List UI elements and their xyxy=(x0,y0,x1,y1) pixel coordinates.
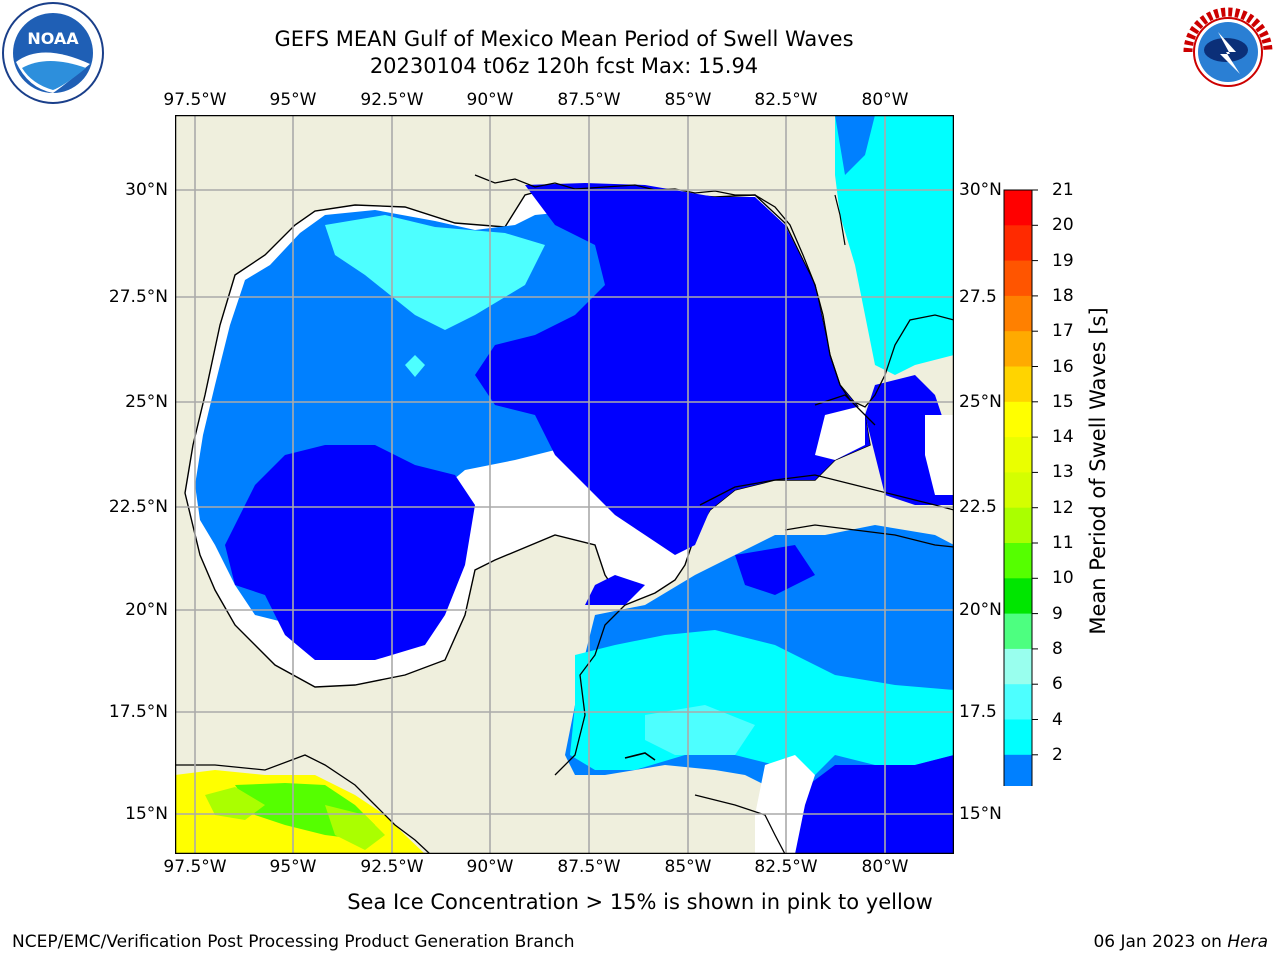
sea-ice-note: Sea Ice Concentration > 15% is shown in … xyxy=(347,890,933,914)
lat-tick: 25°N xyxy=(125,392,168,412)
lat-tick: 15°N xyxy=(125,804,168,824)
colorbar-segment xyxy=(1004,684,1032,720)
colorbar-segment xyxy=(1004,437,1032,473)
colorbar-tick-label: 11 xyxy=(1052,533,1074,553)
colorbar-segment xyxy=(1004,366,1032,403)
lat-tick: 22.5 xyxy=(959,497,997,517)
lon-tick: 95°W xyxy=(269,90,317,110)
colorbar-segment xyxy=(1004,543,1032,579)
lon-tick: 87.5°W xyxy=(557,90,621,110)
lon-tick: 80°W xyxy=(861,90,909,110)
colorbar-tick-label: 13 xyxy=(1052,462,1074,483)
lon-tick: 92.5°W xyxy=(360,857,424,877)
colorbar-tick-label: 9 xyxy=(1052,603,1063,624)
lon-tick: 87.5°W xyxy=(557,857,621,877)
noaa-logo-text: NOAA xyxy=(27,29,79,48)
lat-tick: 25°N xyxy=(959,392,1002,412)
colorbar-tick-label: 17 xyxy=(1052,321,1074,342)
colorbar-tick-label: 10 xyxy=(1052,568,1074,589)
colorbar-segment xyxy=(1004,578,1032,615)
chart-title: GEFS MEAN Gulf of Mexico Mean Period of … xyxy=(274,27,854,51)
lat-tick: 22.5°N xyxy=(108,497,168,517)
colorbar-tick-label: 14 xyxy=(1052,427,1074,448)
lon-tick: 90°W xyxy=(466,90,514,110)
nws-logo xyxy=(1180,4,1276,100)
colorbar-tick-label: 20 xyxy=(1052,215,1074,236)
grid-lines xyxy=(175,115,954,854)
colorbar-segment xyxy=(1004,401,1032,438)
colorbar-segment xyxy=(1004,613,1032,650)
footer-host: Hera xyxy=(1227,932,1268,952)
atlantic-cyan xyxy=(835,115,954,375)
caribbean-low-blue xyxy=(795,755,954,854)
lat-tick: 30°N xyxy=(959,180,1002,200)
lat-tick: 30°N xyxy=(125,180,168,200)
colorbar-tick-label: 16 xyxy=(1052,356,1074,377)
lon-tick: 95°W xyxy=(269,857,317,877)
lat-tick: 15°N xyxy=(959,804,1002,824)
lon-tick: 85°W xyxy=(664,857,712,877)
colorbar-segment xyxy=(1004,295,1032,332)
lon-tick: 90°W xyxy=(466,857,514,877)
lat-tick: 20°N xyxy=(125,600,168,620)
lat-tick: 20°N xyxy=(959,600,1002,620)
colorbar-tick-label: 18 xyxy=(1052,285,1074,306)
colorbar-segment xyxy=(1004,719,1032,756)
lon-tick: 97.5°W xyxy=(163,857,227,877)
map-panel xyxy=(175,115,954,854)
colorbar-tick-label: 8 xyxy=(1052,638,1063,659)
lon-tick: 82.5°W xyxy=(754,90,818,110)
gulf-low-blue xyxy=(475,183,870,555)
colorbar-outline xyxy=(1003,189,1033,786)
lat-tick: 17.5°N xyxy=(108,702,168,722)
colorbar-tick-label: 4 xyxy=(1052,709,1063,730)
lon-tick: 92.5°W xyxy=(360,90,424,110)
colorbar-tick-label: 6 xyxy=(1052,674,1063,695)
lat-tick: 17.5 xyxy=(959,702,997,722)
colorbar-tick-label: 15 xyxy=(1052,391,1074,412)
colorbar-segment xyxy=(1004,648,1032,685)
colorbar-tick-label: 21 xyxy=(1052,180,1074,200)
colorbar-tick-label: 12 xyxy=(1052,497,1074,518)
lon-tick: 82.5°W xyxy=(754,857,818,877)
noaa-logo: NOAA xyxy=(2,2,104,104)
lon-tick: 97.5°W xyxy=(163,90,227,110)
colorbar-segment xyxy=(1004,472,1032,509)
colorbar xyxy=(1003,189,1038,786)
colorbar-tick-label: 2 xyxy=(1052,744,1063,765)
colorbar-tick-label: 19 xyxy=(1052,250,1074,271)
colorbar-segment xyxy=(1004,190,1032,226)
lat-tick: 27.5 xyxy=(959,287,997,307)
lon-tick: 85°W xyxy=(664,90,712,110)
lat-tick: 27.5°N xyxy=(108,287,168,307)
colorbar-segment xyxy=(1004,331,1032,367)
colorbar-segment xyxy=(1004,754,1032,786)
footer-credit: NCEP/EMC/Verification Post Processing Pr… xyxy=(12,932,575,952)
footer-date-text: 06 Jan 2023 on xyxy=(1093,932,1228,952)
lon-tick: 80°W xyxy=(861,857,909,877)
colorbar-segment xyxy=(1004,225,1032,262)
colorbar-segment xyxy=(1004,507,1032,544)
colorbar-segment xyxy=(1004,260,1032,297)
chart-subtitle: 20230104 t06z 120h fcst Max: 15.94 xyxy=(369,54,759,78)
colorbar-label: Mean Period of Swell Waves [s] xyxy=(1086,307,1110,635)
footer-date: 06 Jan 2023 on Hera xyxy=(1093,932,1268,952)
